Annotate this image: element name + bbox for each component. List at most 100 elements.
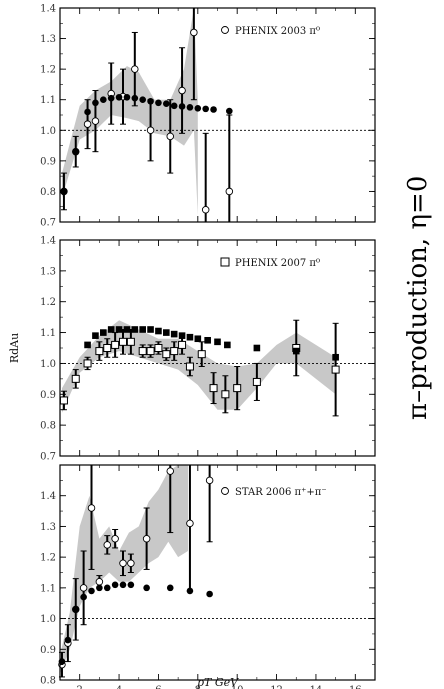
data-point <box>111 581 119 589</box>
x-tick-label: 8 <box>195 685 201 689</box>
y-tick-label: 1.4 <box>40 4 56 15</box>
data-point <box>123 326 131 333</box>
data-point <box>202 105 209 113</box>
y-tick-label: 0.7 <box>40 452 56 463</box>
data-point <box>186 519 194 528</box>
data-point <box>88 587 95 595</box>
data-point <box>170 330 178 338</box>
data-point <box>147 97 154 105</box>
data-point <box>331 365 340 374</box>
data-point <box>103 344 112 352</box>
data-point <box>59 396 68 405</box>
data-point <box>100 329 107 336</box>
series-filled-square <box>84 326 339 361</box>
y-tick-label: 1.0 <box>40 126 56 137</box>
x-tick-label: 12 <box>270 685 283 689</box>
data-point <box>292 347 300 355</box>
data-point <box>92 332 99 339</box>
y-tick-label: 1.4 <box>40 236 56 247</box>
data-point <box>194 104 202 112</box>
data-point <box>111 340 120 349</box>
data-point <box>119 337 127 346</box>
legend-label: PHENIX 2003 π⁰ <box>235 26 320 37</box>
data-point <box>72 148 80 155</box>
data-point <box>154 344 163 352</box>
data-point <box>186 104 194 111</box>
data-point <box>201 206 210 214</box>
y-tick-label: 0.8 <box>40 187 56 198</box>
panel-2: 0.7 0.8 0.9 1.0 1.1 1.2 1.3 1.4 PHENIX 2007 π⁰ <box>40 236 376 463</box>
y-tick-label: 1.3 <box>40 266 56 277</box>
data-point <box>206 590 213 598</box>
series-filled-circle <box>58 581 213 665</box>
data-point <box>87 504 96 512</box>
data-point <box>214 338 221 346</box>
data-point <box>119 581 127 589</box>
data-point <box>190 28 198 37</box>
data-point <box>186 333 194 341</box>
y-tick-label: 1.4 <box>40 491 56 502</box>
y-tick-label: 0.9 <box>40 156 56 167</box>
data-point <box>225 187 234 196</box>
x-tick-label: 14 <box>310 685 323 689</box>
data-point <box>155 99 162 107</box>
data-point <box>139 96 146 104</box>
data-point <box>224 341 231 349</box>
data-point <box>163 100 170 107</box>
data-point <box>186 587 194 595</box>
x-axis-label: pT GeV <box>197 676 239 689</box>
legend-marker <box>221 487 229 495</box>
data-point <box>92 99 99 107</box>
y-tick-label: 1.3 <box>40 34 56 45</box>
data-point <box>194 335 202 343</box>
data-point <box>138 347 147 356</box>
x-tick-label: 10 <box>231 685 244 689</box>
data-point <box>146 126 155 135</box>
x-tick-label: 6 <box>155 685 161 689</box>
data-point <box>119 559 127 568</box>
data-point <box>91 117 100 125</box>
data-point <box>210 106 217 113</box>
data-point <box>127 559 135 568</box>
legend-marker <box>221 26 229 34</box>
y-tick-label: 0.8 <box>40 421 56 432</box>
data-point <box>178 103 186 110</box>
data-point <box>146 347 155 356</box>
data-point <box>95 577 104 586</box>
data-point <box>205 476 214 485</box>
data-point <box>139 326 146 333</box>
data-point <box>84 108 91 116</box>
systematic-band <box>62 8 198 216</box>
data-point <box>142 534 151 543</box>
side-title: π–production, η=0 <box>403 176 433 420</box>
y-tick-label: 1.1 <box>40 583 56 594</box>
data-point <box>107 94 115 102</box>
y-axis-label: RdAu <box>8 333 21 363</box>
x-tick-label: 2 <box>77 685 83 689</box>
y-tick-label: 1.0 <box>40 359 56 370</box>
data-point <box>178 332 186 339</box>
data-point <box>166 467 174 475</box>
data-point <box>115 326 123 333</box>
data-point <box>252 377 261 386</box>
data-point <box>96 584 103 592</box>
panel-3: 0.8 0.9 1.0 1.1 1.2 1.3 1.4 2 4 6 8 10 12 14 16 STAR 20… <box>40 464 376 689</box>
series-open-square <box>59 319 340 417</box>
x-tick-label: 4 <box>116 685 122 689</box>
legend-label: PHENIX 2007 π⁰ <box>235 258 320 269</box>
data-point <box>123 93 131 101</box>
data-point <box>178 86 186 95</box>
data-point <box>72 606 80 613</box>
data-point <box>95 347 104 356</box>
data-point <box>155 327 162 335</box>
data-point <box>147 326 154 333</box>
data-point <box>162 350 171 359</box>
data-point <box>71 374 80 383</box>
legend-marker <box>220 257 230 267</box>
data-point <box>166 132 174 141</box>
data-point <box>221 390 230 399</box>
legend-label: STAR 2006 π⁺+π⁻ <box>235 487 327 498</box>
series-filled-circle <box>60 93 233 195</box>
